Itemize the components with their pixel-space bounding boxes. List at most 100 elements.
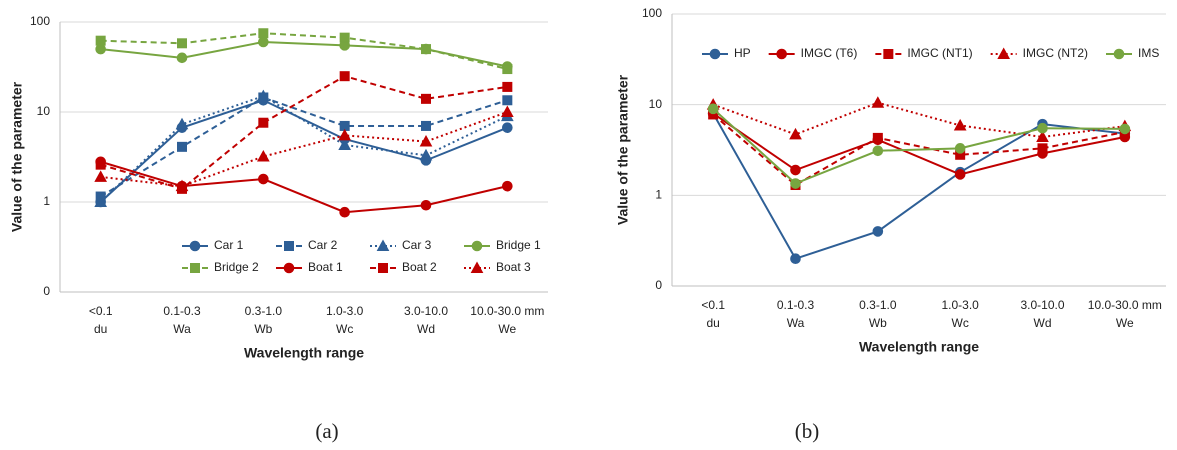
data-point [1036, 130, 1049, 142]
data-point [419, 134, 433, 147]
y-axis-title: Value of the parameter [9, 81, 25, 232]
legend-marker [776, 48, 787, 60]
data-point [94, 195, 108, 207]
legend-label: Car 2 [308, 238, 338, 252]
series-line [99, 95, 508, 203]
y-axis-title: Value of the parameter [615, 74, 631, 225]
data-point [338, 138, 352, 150]
series-line [99, 99, 508, 203]
x-tick-label: 0.3-1.0 [245, 304, 283, 318]
data-point [258, 117, 269, 128]
x-tick-label: <0.1 [701, 298, 725, 312]
y-tick-label: 1 [43, 194, 50, 208]
x-tick-code: We [498, 322, 516, 336]
x-tick-code: Wc [336, 322, 353, 336]
data-point [954, 143, 966, 154]
x-axis-title: Wavelength range [859, 339, 979, 355]
x-axis-title: Wavelength range [244, 345, 364, 361]
data-point [95, 159, 106, 170]
data-point [872, 145, 884, 157]
series-line [712, 112, 1125, 260]
data-point [954, 169, 966, 180]
data-point [175, 117, 189, 130]
legend-marker [709, 48, 721, 60]
data-point [1037, 143, 1048, 154]
y-tick-label: 10 [37, 104, 51, 118]
series-line [100, 96, 508, 198]
x-tick-label: 10.0-30.0 mm [1088, 298, 1162, 312]
legend-marker [284, 241, 294, 251]
x-tick-code: Wb [254, 322, 272, 336]
legend-label: Car 1 [214, 238, 244, 252]
y-tick-label: 1 [655, 188, 662, 202]
x-tick-label: 10.0-30.0 mm [470, 304, 544, 318]
data-point [339, 71, 350, 82]
caption: (a) [315, 419, 338, 443]
data-point [256, 149, 270, 162]
series-line [100, 40, 508, 68]
legend-label: IMGC (NT1) [907, 46, 972, 60]
legend-label: Bridge 2 [214, 260, 259, 274]
x-tick-code: Wa [787, 316, 805, 330]
y-tick-label: 10 [649, 97, 663, 111]
legend-marker [376, 239, 390, 251]
legend-marker [997, 47, 1011, 59]
data-point [872, 132, 883, 143]
legend-marker [471, 240, 483, 252]
series-line [100, 160, 508, 214]
data-point [502, 64, 513, 75]
x-tick-label: 0.1-0.3 [777, 298, 815, 312]
legend-marker [883, 49, 894, 59]
series-line [100, 111, 508, 188]
legend-marker [283, 262, 295, 274]
legend-marker [378, 263, 388, 273]
y-tick-label: 100 [30, 14, 50, 28]
x-tick-label: 3.0-10.0 [1020, 298, 1064, 312]
x-tick-label: 3.0-10.0 [404, 304, 448, 318]
data-point [94, 170, 108, 182]
legend-label: HP [734, 46, 751, 60]
data-point [502, 81, 513, 92]
x-tick-label: 1.0-3.0 [941, 298, 979, 312]
x-tick-label: <0.1 [89, 304, 113, 318]
data-point [339, 32, 350, 43]
data-point [420, 199, 432, 211]
legend-label: IMGC (NT2) [1023, 46, 1088, 60]
data-point [502, 180, 513, 192]
x-tick-code: Wa [173, 322, 191, 336]
legend-label: Bridge 1 [496, 238, 541, 252]
data-point [789, 127, 802, 140]
series-line [712, 108, 1125, 185]
x-tick-label: 1.0-3.0 [326, 304, 364, 318]
x-tick-code: du [706, 316, 719, 330]
series-line [100, 75, 508, 190]
series-line [712, 112, 1126, 176]
data-point [95, 43, 106, 55]
legend-marker [1113, 48, 1125, 60]
x-tick-code: We [1116, 316, 1134, 330]
data-point [790, 164, 801, 176]
data-point [500, 105, 514, 117]
x-tick-code: Wd [417, 322, 435, 336]
legend-label: Boat 1 [308, 260, 343, 274]
legend-label: Boat 3 [496, 260, 531, 274]
legend-marker [190, 263, 200, 273]
legend-label: IMS [1138, 46, 1159, 60]
data-point [338, 128, 352, 141]
data-point [421, 120, 431, 131]
legend-marker [470, 261, 484, 273]
data-point [175, 179, 189, 192]
data-point [790, 178, 801, 189]
x-tick-code: Wc [952, 316, 969, 330]
caption: (b) [795, 419, 820, 443]
data-point [339, 206, 350, 218]
data-point [953, 118, 967, 131]
data-point [871, 96, 885, 108]
legend-label: Car 3 [402, 238, 432, 252]
data-point [177, 141, 187, 152]
data-point [421, 93, 431, 104]
data-point [176, 52, 188, 64]
x-tick-label: 0.3-1.0 [859, 298, 897, 312]
x-tick-code: du [94, 322, 107, 336]
